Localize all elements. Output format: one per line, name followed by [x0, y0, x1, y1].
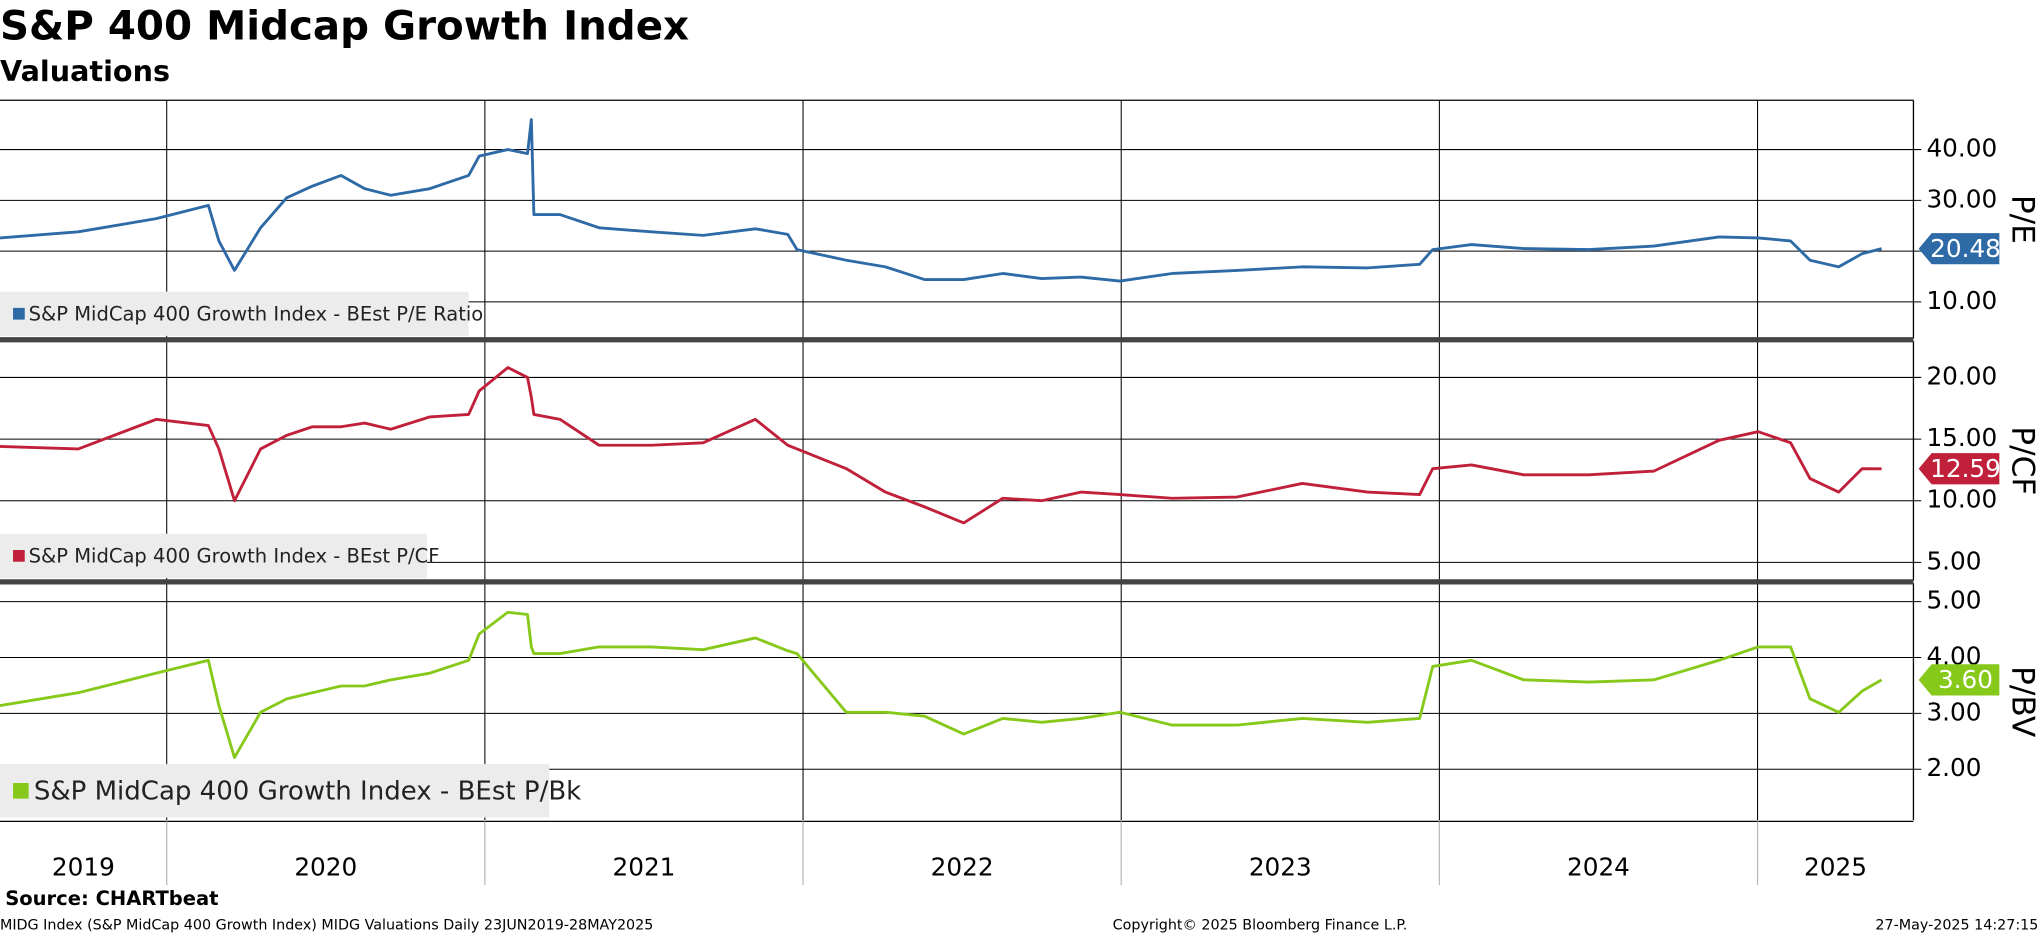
series-line	[0, 610, 1883, 759]
legend-box	[0, 533, 427, 578]
legend-box	[0, 291, 469, 336]
y-axis-label: P/E	[2004, 195, 2040, 244]
x-tick-label: 2021	[613, 852, 676, 881]
y-axis-label: P/CF	[2004, 426, 2040, 495]
legend-label: S&P MidCap 400 Growth Index - BEst P/E R…	[29, 303, 484, 326]
last-value-tag	[1918, 664, 2000, 696]
y-tick-label: 40.00	[1926, 134, 1997, 163]
legend-label: S&P MidCap 400 Growth Index - BEst P/Bk	[34, 777, 581, 807]
last-value-tag	[1918, 233, 2000, 265]
y-tick-label: 5.00	[1926, 546, 1981, 575]
legend-swatch	[13, 783, 29, 799]
legend-label: S&P MidCap 400 Growth Index - BEst P/CF	[29, 545, 440, 568]
last-value-label: 3.60	[1938, 665, 1993, 694]
y-tick-label: 10.00	[1926, 485, 1997, 514]
y-tick-label: 20.00	[1926, 361, 1997, 390]
x-tick-label: 2019	[52, 852, 115, 881]
x-tick-label: 2025	[1804, 852, 1867, 881]
y-tick-label: 30.00	[1926, 184, 1997, 213]
y-tick-label: 3.00	[1926, 697, 1981, 726]
series-line	[0, 118, 1882, 283]
x-tick-label: 2022	[931, 852, 994, 881]
footer-left: MIDG Index (S&P MidCap 400 Growth Index)…	[0, 918, 653, 934]
x-tick-label: 2020	[294, 852, 357, 881]
x-tick-label: 2024	[1567, 852, 1630, 881]
last-value-label: 12.59	[1930, 454, 2001, 483]
y-axis-label: P/BV	[2004, 666, 2040, 738]
last-value-label: 20.48	[1930, 234, 2001, 263]
y-tick-label: 2.00	[1926, 753, 1981, 782]
legend-swatch	[13, 307, 25, 320]
last-value-tag	[1918, 453, 2000, 485]
source: Source: CHARTbeat	[5, 887, 218, 910]
chart-subtitle: Valuations	[0, 54, 170, 88]
y-tick-label: 15.00	[1926, 423, 1997, 452]
legend-swatch	[13, 550, 25, 562]
series-line	[0, 366, 1882, 525]
chart-title: S&P 400 Midcap Growth Index	[0, 3, 689, 50]
footer-right: 27-May-2025 14:27:15	[1875, 918, 2038, 934]
y-tick-label: 10.00	[1926, 286, 1997, 315]
legend-box	[0, 764, 550, 818]
x-tick-label: 2023	[1249, 852, 1312, 881]
footer-center: Copyright© 2025 Bloomberg Finance L.P.	[1113, 918, 1408, 934]
y-tick-label: 5.00	[1926, 586, 1981, 615]
